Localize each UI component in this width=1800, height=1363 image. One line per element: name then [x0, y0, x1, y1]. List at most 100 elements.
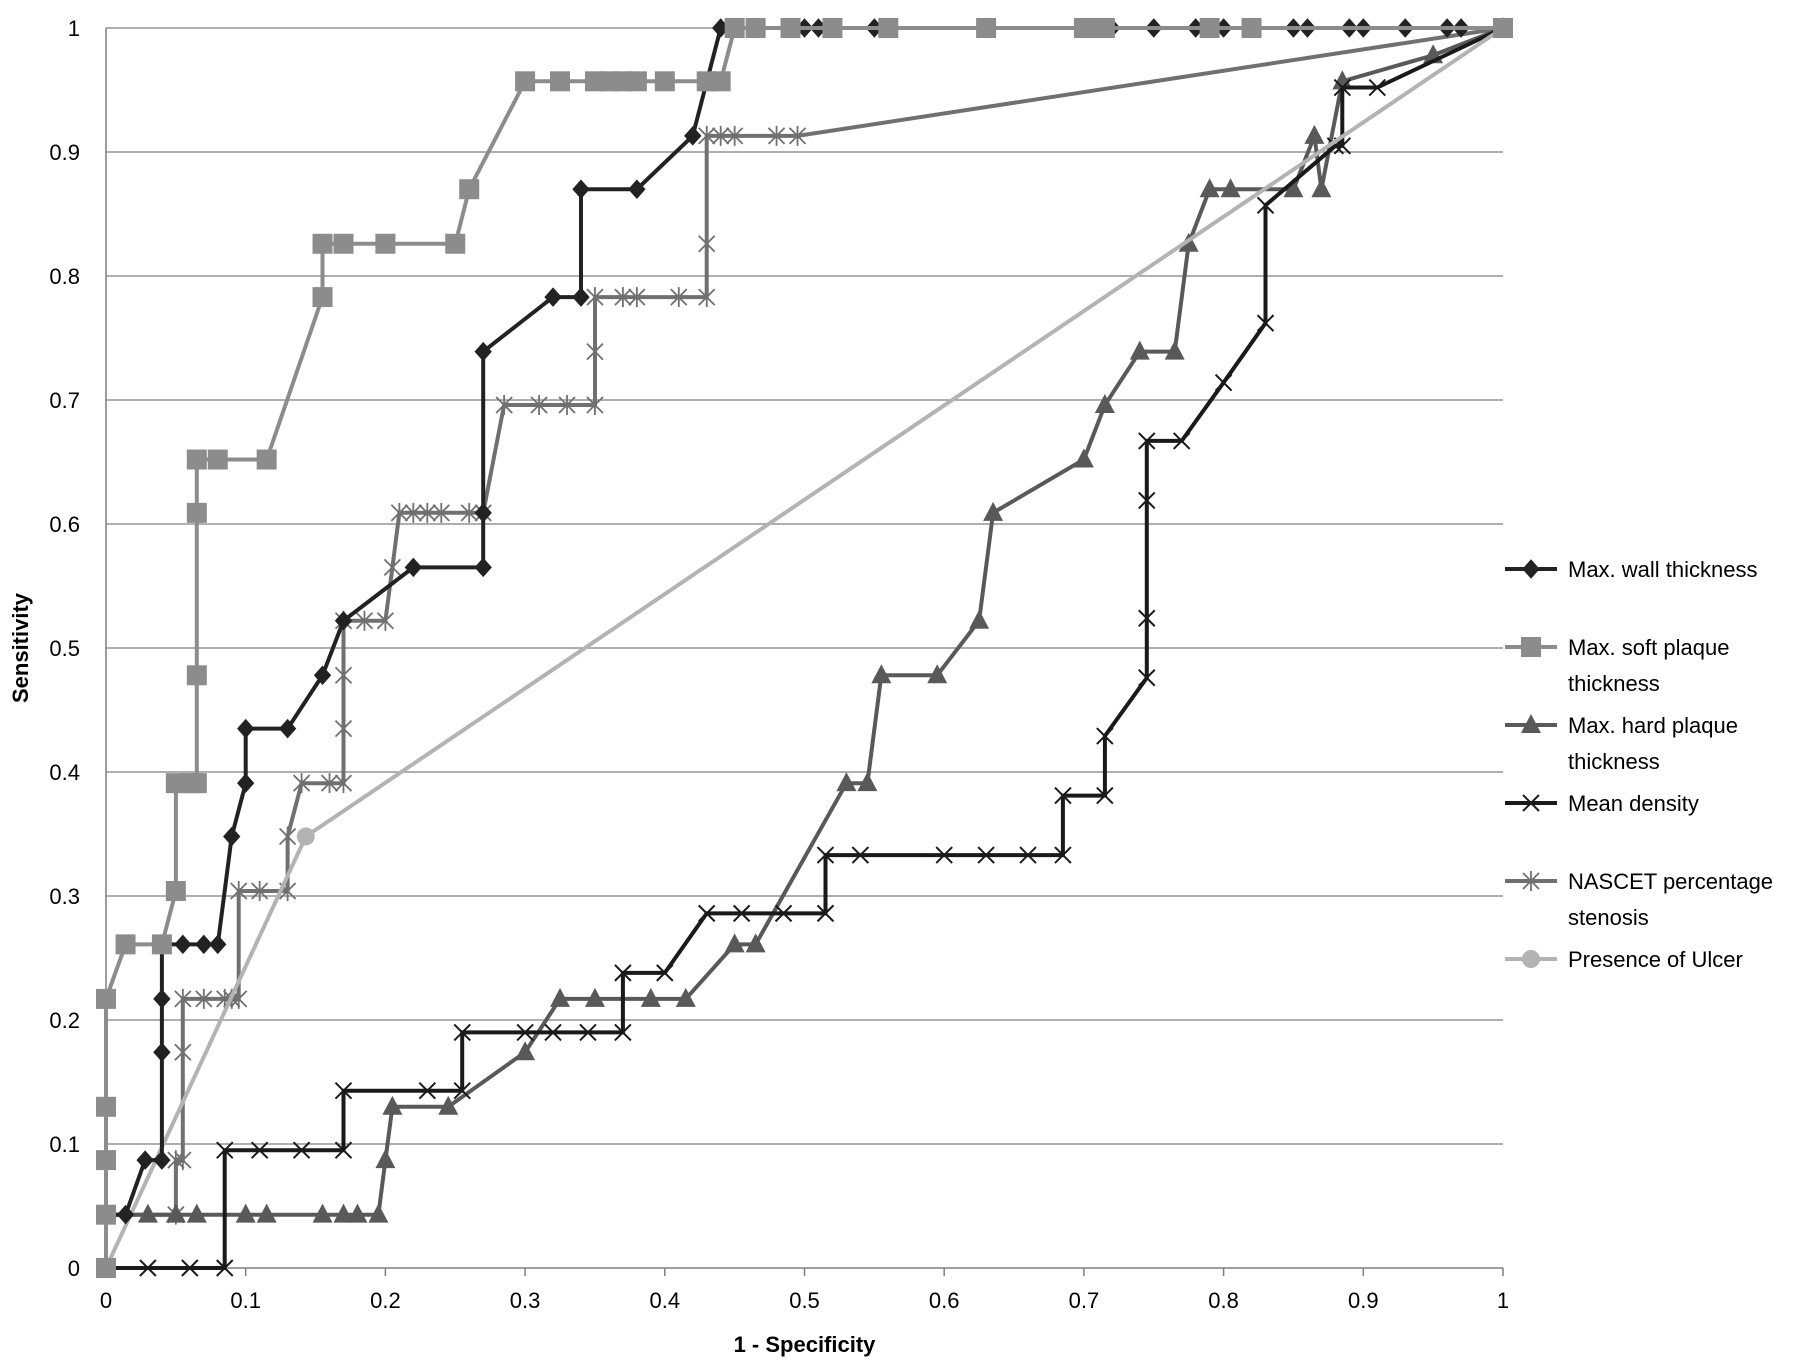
legend: Max. wall thickness Max. soft plaque thick… [1505, 557, 1773, 972]
series-line [104, 26, 1504, 1268]
data-point [767, 125, 786, 146]
data-point [572, 179, 590, 199]
data-point [1333, 78, 1352, 97]
data-point [724, 18, 745, 38]
x-tick-label: 0.7 [1069, 1288, 1100, 1313]
data-point [969, 609, 990, 629]
legend-marker [1522, 794, 1540, 812]
data-point [710, 71, 731, 92]
x-tick-label: 0 [100, 1288, 112, 1313]
data-point [1220, 178, 1241, 198]
data-point [816, 904, 835, 923]
y-tick-label: 0.7 [49, 388, 80, 413]
data-point [96, 1150, 116, 1171]
data-point [726, 125, 744, 146]
data-point [1129, 340, 1150, 360]
data-point [404, 557, 423, 578]
legend-item: Mean density [1505, 791, 1699, 816]
series-4 [97, 18, 1512, 1278]
data-point [977, 846, 995, 864]
data-point [586, 287, 604, 308]
x-tick-label: 0.8 [1208, 1288, 1239, 1313]
legend-item: Max. soft plaque thickness [1505, 635, 1729, 696]
data-point [1241, 18, 1262, 38]
data-point [216, 1141, 234, 1159]
y-tick-label: 0.2 [49, 1008, 80, 1033]
data-point [712, 125, 730, 146]
data-point [774, 904, 793, 923]
data-point [186, 502, 207, 523]
y-tick-label: 1 [68, 16, 80, 41]
legend-label: stenosis [1568, 905, 1649, 930]
data-point [186, 773, 207, 794]
data-point [1138, 432, 1156, 450]
x-tick-label: 0.9 [1348, 1288, 1379, 1313]
data-point [334, 1081, 353, 1100]
data-point [654, 71, 675, 92]
data-point [871, 664, 892, 684]
y-tick-label: 0.4 [49, 760, 80, 785]
data-point [1094, 18, 1115, 38]
data-point [96, 988, 116, 1009]
data-point [216, 1259, 234, 1277]
data-point [459, 179, 480, 200]
data-point [333, 233, 354, 254]
data-point [745, 933, 766, 953]
data-point [1138, 669, 1156, 687]
legend-label: thickness [1568, 671, 1660, 696]
data-point [195, 988, 213, 1009]
data-point [460, 502, 478, 523]
data-point [333, 1203, 354, 1223]
data-point [1138, 609, 1156, 627]
x-tick-label: 0.4 [650, 1288, 681, 1313]
data-point [586, 394, 604, 415]
data-point [698, 233, 716, 254]
data-point [851, 846, 870, 864]
data-point [207, 449, 228, 470]
legend-label: thickness [1568, 749, 1660, 774]
legend-label: Max. hard plaque [1568, 713, 1738, 738]
data-point [626, 71, 647, 92]
data-point [698, 125, 716, 146]
data-point [1094, 393, 1115, 413]
data-point [334, 610, 353, 631]
data-point [382, 1095, 403, 1115]
data-point [209, 934, 227, 955]
x-tick-label: 0.5 [789, 1288, 820, 1313]
y-tick-label: 0.9 [49, 140, 80, 165]
data-point [474, 557, 492, 578]
data-point [237, 773, 255, 793]
data-point [558, 394, 576, 415]
data-point [1172, 432, 1191, 450]
data-point [320, 773, 339, 794]
data-point [438, 1095, 459, 1115]
series-2 [96, 17, 1513, 1276]
data-point [1164, 340, 1185, 360]
data-point [935, 846, 953, 864]
data-point [822, 18, 843, 38]
tick-labels: 0 0.1 0.2 0.3 0.4 0.5 0.6 0.7 0.8 0.9 1 0 0.1 0.2 0.3 0… [49, 16, 1509, 1313]
y-tick-label: 0.3 [49, 884, 80, 909]
data-point [670, 287, 688, 308]
y-axis-title: Sensitivity [8, 592, 33, 703]
data-point [453, 1081, 471, 1100]
data-point [383, 557, 402, 578]
data-point [186, 1203, 207, 1223]
legend-marker [1522, 871, 1540, 891]
data-point [418, 1081, 437, 1100]
legend-item: NASCET percentage stenosis [1505, 869, 1773, 930]
data-point [96, 1096, 116, 1117]
y-tick-label: 0.5 [49, 636, 80, 661]
y-tick-label: 0.8 [49, 264, 80, 289]
data-point [628, 287, 646, 308]
data-point [1332, 70, 1353, 90]
data-point [1256, 314, 1275, 332]
data-point [375, 233, 396, 254]
data-point [878, 18, 899, 38]
data-point [139, 1259, 157, 1277]
data-point [745, 18, 766, 38]
data-point [390, 502, 409, 523]
data-point [334, 773, 353, 794]
data-point [174, 988, 192, 1009]
